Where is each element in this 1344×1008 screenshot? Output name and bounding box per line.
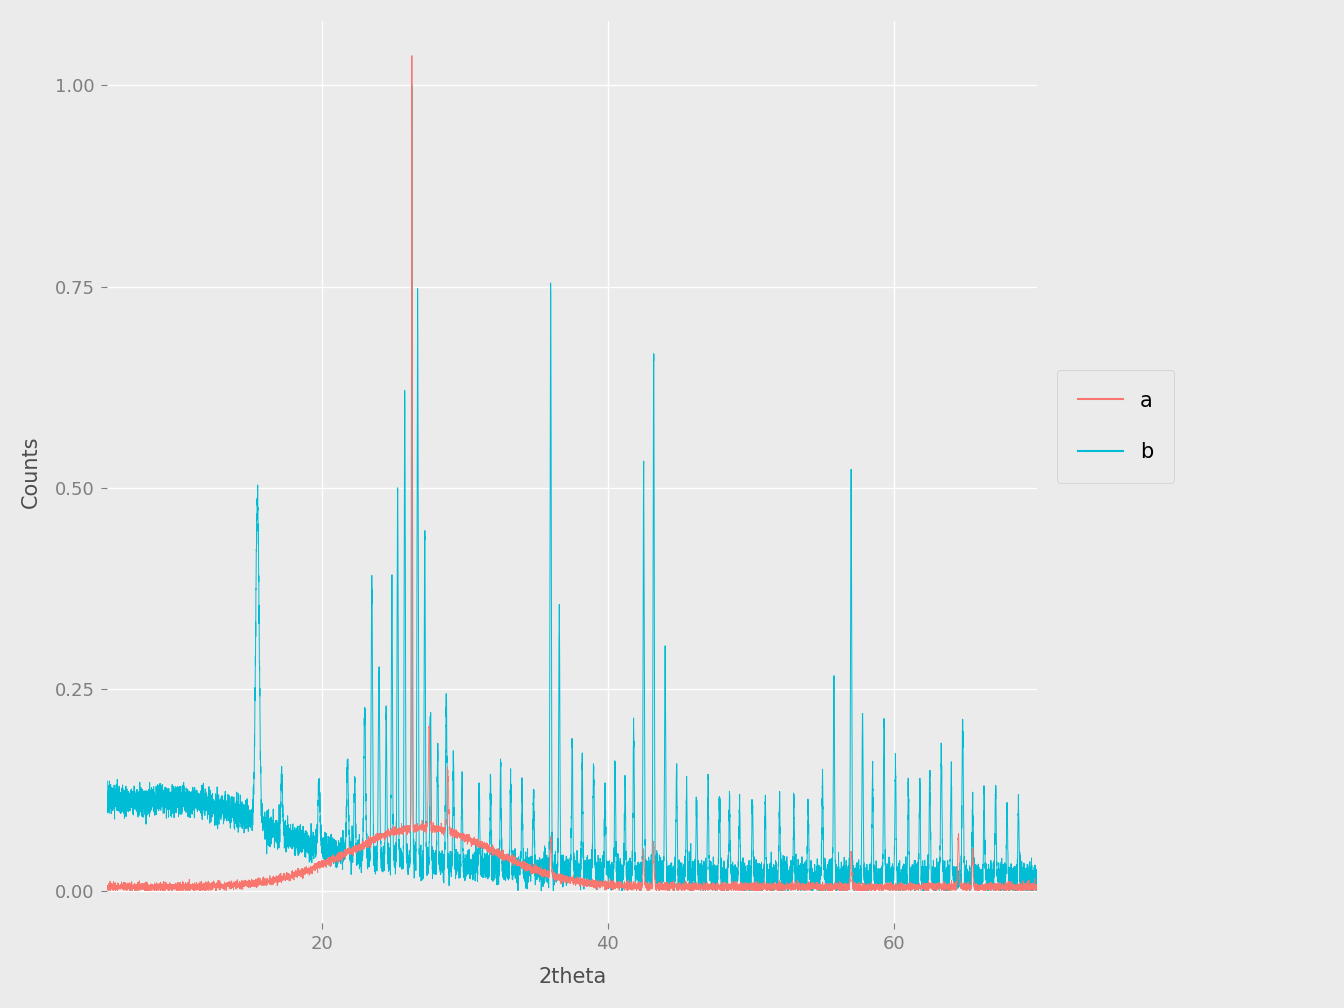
Y-axis label: Counts: Counts [22, 435, 40, 508]
X-axis label: 2theta: 2theta [538, 967, 606, 987]
Legend: a, b: a, b [1056, 370, 1175, 483]
